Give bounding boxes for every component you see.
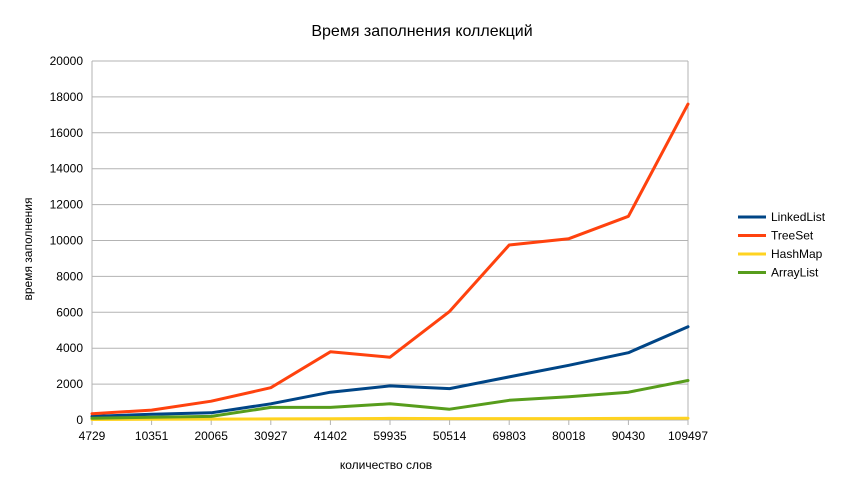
y-tick-label: 18000 (50, 90, 84, 104)
y-tick-label: 0 (76, 413, 83, 427)
x-tick-label: 41402 (314, 429, 348, 443)
y-tick-label: 4000 (56, 341, 83, 355)
x-tick-label: 69803 (493, 429, 527, 443)
series-line-linkedlist (90, 325, 690, 418)
y-tick-label: 8000 (56, 269, 83, 283)
x-tick-label: 20065 (195, 429, 229, 443)
x-tick-label: 30927 (254, 429, 288, 443)
x-tick-label: 59935 (373, 429, 407, 443)
x-tick-label: 109497 (668, 429, 708, 443)
y-axis-label: время заполнения (21, 197, 35, 300)
chart-title: Время заполнения коллекций (311, 23, 532, 40)
legend-label: TreeSet (771, 229, 814, 243)
grid-lines (92, 60, 688, 421)
y-tick-label: 20000 (50, 54, 84, 68)
y-tick-label: 12000 (50, 198, 84, 212)
x-tick-label: 50514 (433, 429, 467, 443)
y-tick-label: 2000 (56, 377, 83, 391)
x-tick-label: 10351 (135, 429, 169, 443)
y-tick-label: 10000 (50, 234, 84, 248)
series-lines (90, 102, 690, 421)
legend-label: LinkedList (771, 210, 826, 224)
x-tick-label: 4729 (79, 429, 106, 443)
legend: LinkedList TreeSet HashMap ArrayList (738, 210, 826, 280)
x-axis-label: количество слов (340, 458, 432, 472)
y-tick-label: 16000 (50, 126, 84, 140)
series-line-arraylist (90, 379, 690, 420)
y-tick-label: 14000 (50, 162, 84, 176)
legend-label: ArrayList (771, 266, 819, 280)
series-line-treeset (90, 102, 690, 416)
series-line-hashmap (90, 416, 690, 421)
x-tick-label: 80018 (552, 429, 586, 443)
y-tick-label: 6000 (56, 305, 83, 319)
x-tick-label: 90430 (612, 429, 646, 443)
axes: 0 2000 4000 6000 8000 10000 12000 14000 16000 180… (50, 54, 709, 443)
legend-label: HashMap (771, 247, 823, 261)
